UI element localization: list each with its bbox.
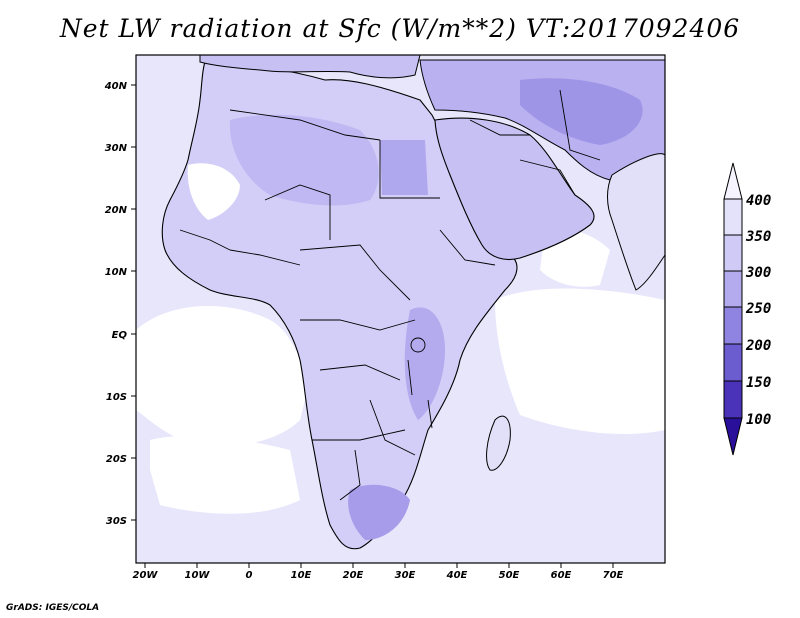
border-line <box>379 140 440 199</box>
border-line <box>264 184 331 240</box>
shade-southern-africa <box>348 484 410 540</box>
border-line <box>229 249 301 266</box>
lon-label: 40E <box>446 570 468 581</box>
shade-egypt <box>380 140 428 195</box>
lat-label: 30N <box>105 143 128 154</box>
border-line <box>229 109 381 141</box>
shade-east-africa <box>404 307 445 420</box>
lake-tanganyika <box>407 359 413 396</box>
lat-label: EQ <box>112 330 128 341</box>
lon-label: 70E <box>603 570 624 581</box>
lat-axis <box>131 84 136 521</box>
border-line <box>469 119 530 136</box>
colorbar-top-arrow <box>723 162 743 200</box>
border-line <box>369 399 416 456</box>
lake-victoria <box>410 337 426 353</box>
border-line <box>312 429 406 441</box>
colorbar <box>723 162 743 456</box>
colorbar-label: 200 <box>745 338 771 354</box>
lat-label: 10N <box>105 267 128 278</box>
colorbar-label: 350 <box>745 229 771 245</box>
colorbar-bottom-arrow <box>723 417 743 456</box>
shade-sahara-west <box>187 163 240 220</box>
land-shading <box>187 78 643 540</box>
border-line <box>439 229 496 266</box>
lat-label: 20N <box>105 205 128 216</box>
colorbar-label: 400 <box>746 193 771 209</box>
lat-label: 20S <box>106 454 127 465</box>
ocean-clear-south-atlantic <box>150 435 300 514</box>
colorbar-bin <box>723 343 743 382</box>
madagascar-landmass <box>486 415 511 471</box>
shade-north-africa <box>229 114 379 206</box>
colorbar-bin <box>723 306 743 345</box>
border-line <box>339 449 361 501</box>
colorbar-bin <box>723 380 743 419</box>
ocean-clear-atlantic <box>136 306 310 447</box>
land-masses <box>161 54 666 550</box>
lon-label: 10W <box>185 570 211 581</box>
lon-label: 0 <box>246 570 253 581</box>
border-line <box>299 244 411 301</box>
shade-iran <box>520 78 643 145</box>
colorbar-bin <box>723 234 743 272</box>
border-line <box>179 229 231 251</box>
lat-label: 30S <box>106 516 127 527</box>
lon-label: 10E <box>291 570 312 581</box>
lon-label: 20W <box>133 570 159 581</box>
border-line <box>519 159 576 196</box>
lat-label: 10S <box>106 392 127 403</box>
map-title: Net LW radiation at Sfc (W/m**2) VT:2017… <box>59 14 741 43</box>
grads-credit: GrADS: IGES/COLA <box>6 603 100 613</box>
colorbar-labels: 400 350 300 250 200 150 100 <box>745 193 771 428</box>
colorbar-bin <box>723 198 743 236</box>
border-line <box>559 89 601 161</box>
lat-labels: 40N 30N 20N 10N EQ 10S 20S 30S <box>104 81 128 527</box>
lon-label: 50E <box>499 570 520 581</box>
ocean-clear-indian <box>495 288 665 435</box>
lon-labels: 20W 10W 0 10E 20E 30E 40E 50E 60E 70E <box>133 570 624 581</box>
lon-label: 20E <box>343 570 364 581</box>
map-frame <box>135 54 666 564</box>
india-landmass <box>607 153 666 291</box>
border-line <box>319 364 401 381</box>
border-line <box>300 319 416 331</box>
lon-label: 60E <box>551 570 572 581</box>
colorbar-label: 250 <box>745 301 771 317</box>
lon-axis <box>144 563 614 568</box>
colorbar-bin <box>723 270 743 308</box>
lon-label: 30E <box>395 570 416 581</box>
colorbar-label: 150 <box>746 375 771 391</box>
europe-landmass <box>199 54 421 79</box>
lat-label: 40N <box>104 81 128 92</box>
arabia-landmass <box>434 117 595 261</box>
colorbar-label: 100 <box>746 412 771 428</box>
colorbar-label: 300 <box>745 265 771 281</box>
lake-malawi <box>427 399 433 429</box>
country-borders <box>179 89 601 501</box>
